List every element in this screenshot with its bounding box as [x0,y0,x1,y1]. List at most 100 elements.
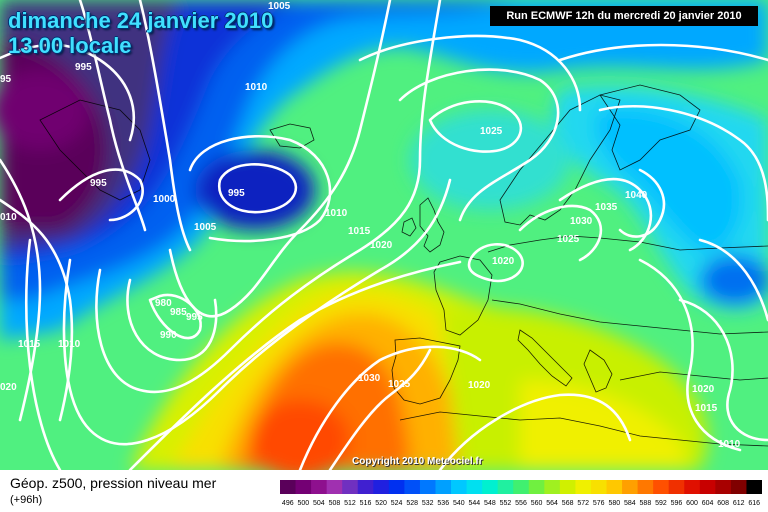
scale-label: 592 [655,500,667,507]
isobar-label: 1015 [18,339,41,350]
isobar-label: 1000 [153,194,176,205]
scale-label: 604 [702,500,714,507]
scale-label: 580 [608,500,620,507]
scale-swatch [637,480,654,494]
scale-label: 496 [282,500,294,507]
isobar-label: 995 [186,312,203,323]
scale-swatch [435,480,452,494]
isobar-label: 1035 [595,202,618,213]
isobar-label: 1015 [695,403,718,414]
isobar-label: 95 [0,74,12,85]
scale-label: 564 [546,500,558,507]
scale-swatch [746,480,762,494]
scale-label: 536 [437,500,449,507]
scale-label: 556 [515,500,527,507]
isobar-label: 1020 [492,256,515,267]
scale-swatch [653,480,670,494]
isobar-label: 1025 [480,126,503,137]
forecast-time: 13.00 locale [8,33,132,58]
scale-label: 584 [624,500,636,507]
scale-swatch [451,480,468,494]
isobar-label: 1010 [718,439,741,450]
isobar-label: 1010 [325,208,348,219]
isobar-label: 980 [155,298,172,309]
isobar-label: 010 [0,212,17,223]
isobar-label: 1020 [468,380,491,391]
isobar-label: 1025 [557,234,580,245]
isobar-label: 1015 [348,226,371,237]
isobar-label: 995 [75,62,92,73]
scale-label: 568 [562,500,574,507]
scale-swatch [559,480,576,494]
color-scale: 496 500 504 508 512 516 520 524 528 532 536 540 544 5… [280,480,762,507]
isobar-label: 995 [228,188,245,199]
scale-label: 540 [453,500,465,507]
scale-label: 544 [469,500,481,507]
isobar-label: 995 [90,178,107,189]
scale-swatch [575,480,592,494]
legend-title: Géop. z500, pression niveau mer [10,475,217,491]
scale-swatch [326,480,343,494]
scale-swatch [668,480,685,494]
scale-swatch [280,480,297,494]
scale-swatch [622,480,639,494]
scale-swatch [684,480,701,494]
legend-subtitle: (+96h) [10,494,43,506]
scale-swatch [373,480,390,494]
scale-swatch [466,480,483,494]
scale-label: 548 [484,500,496,507]
scale-swatch [544,480,561,494]
scale-swatch [513,480,530,494]
scale-swatch [699,480,716,494]
scale-label: 500 [297,500,309,507]
scale-swatch [419,480,436,494]
scale-swatch [528,480,545,494]
forecast-date: dimanche 24 janvier 2010 [8,8,274,33]
run-info-banner: Run ECMWF 12h du mercredi 20 janvier 201… [490,6,758,26]
scale-label: 532 [422,500,434,507]
isobar-label: 990 [160,330,177,341]
scale-swatch [730,480,747,494]
scale-swatch [606,480,623,494]
scale-label: 588 [640,500,652,507]
isobars [0,0,768,470]
isobar-label: 020 [0,382,17,393]
isobar-label: 1010 [245,82,268,93]
scale-label: 608 [717,500,729,507]
scale-label: 552 [500,500,512,507]
scale-label: 508 [329,500,341,507]
scale-label: 600 [686,500,698,507]
scale-label: 616 [748,500,760,507]
scale-swatch [715,480,732,494]
scale-label: 576 [593,500,605,507]
scale-label: 504 [313,500,325,507]
scale-label: 524 [391,500,403,507]
geopotential-field [0,0,768,470]
scale-label: 596 [671,500,683,507]
scale-label: 572 [577,500,589,507]
copyright-notice: Copyright 2010 Meteociel.fr [352,456,483,467]
scale-swatch [357,480,374,494]
scale-label: 512 [344,500,356,507]
scale-swatch [311,480,328,494]
isobar-label: 1020 [370,240,393,251]
scale-swatch [590,480,608,494]
scale-label: 528 [406,500,418,507]
isobar-label: 1030 [570,216,593,227]
isobar-label: 1030 [358,373,381,384]
scale-label: 612 [733,500,745,507]
isobar-label: 1010 [58,339,81,350]
scale-swatch [497,480,514,494]
isobar-label: 1025 [388,379,411,390]
isobar-label: 1005 [268,1,291,12]
scale-label: 516 [360,500,372,507]
scale-swatch [388,480,405,494]
weather-map: 1005 995 95 1010 995 1000 010 995 1005 1… [0,0,768,470]
scale-label: 520 [375,500,387,507]
scale-swatch [404,480,421,494]
scale-label: 560 [531,500,543,507]
isobar-label: 985 [170,307,187,318]
isobar-labels: 1005 995 95 1010 995 1000 010 995 1005 1… [0,1,741,450]
scale-swatch [295,480,312,494]
scale-swatch [482,480,499,494]
